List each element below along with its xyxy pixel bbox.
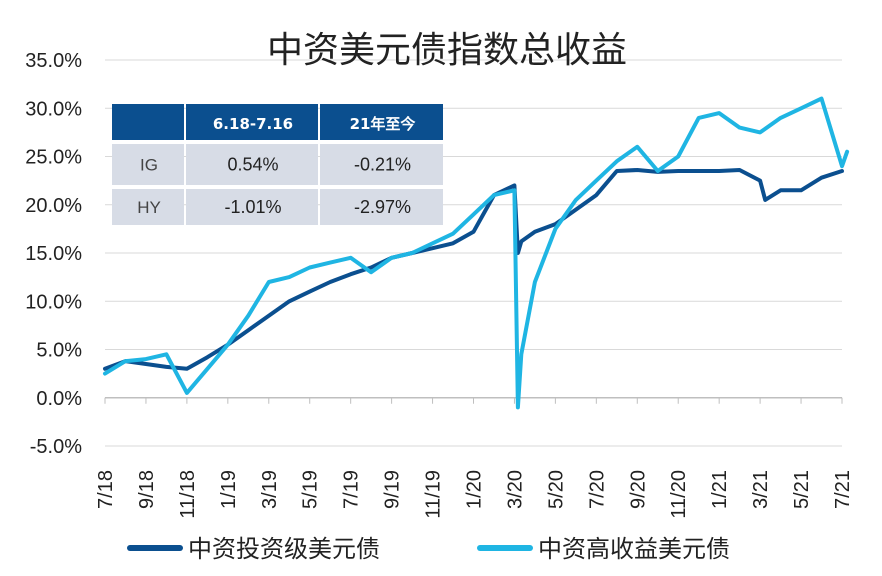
- y-tick-label: 0.0%: [36, 388, 82, 410]
- legend: 中资投资级美元债 中资高收益美元债: [127, 535, 730, 563]
- y-axis-tick-labels: 35.0% 30.0% 25.0% 20.0% 15.0% 10.0% 5.0% 0.0% -5…: [25, 50, 82, 458]
- x-tick-label: 9/18: [136, 470, 158, 509]
- series-line-ig: [103, 168, 844, 371]
- y-tick-label: 5.0%: [36, 340, 82, 362]
- x-tick-label: 5/19: [300, 470, 322, 509]
- table-cell-bg: [112, 189, 184, 225]
- x-tick-label: 1/19: [218, 470, 240, 509]
- x-tick-label: 7/18: [95, 470, 117, 509]
- table-header-label: 6.18-7.16: [213, 115, 293, 133]
- x-tick-label: 5/20: [545, 470, 567, 509]
- legend-label: 中资投资级美元债: [188, 535, 380, 563]
- table-row-label: HY: [137, 198, 161, 217]
- table-cell-bg: [186, 144, 318, 185]
- x-tick-label: 11/19: [423, 470, 445, 519]
- series-line-hy: [103, 96, 850, 410]
- x-tick-label: 7/21: [832, 470, 854, 509]
- table-cell-bg: [320, 189, 443, 225]
- x-tick-label: 11/18: [177, 470, 199, 519]
- y-tick-label: 30.0%: [25, 98, 82, 120]
- legend-label: 中资高收益美元债: [538, 535, 730, 563]
- chart-title: 中资美元债指数总收益: [267, 30, 627, 71]
- y-tick-label: -5.0%: [30, 436, 82, 458]
- x-tick-label: 3/20: [504, 470, 526, 509]
- y-tick-label: 15.0%: [25, 243, 82, 265]
- y-tick-label: 20.0%: [25, 195, 82, 217]
- table-cell-value: 0.54%: [227, 155, 278, 175]
- table-cell-bg: [320, 144, 443, 185]
- x-tick-label: 7/20: [586, 470, 608, 509]
- x-axis: [104, 397, 843, 404]
- table-cell-bg: [186, 189, 318, 225]
- table-header-cell: [186, 104, 318, 140]
- x-axis-tick-labels: 7/18 9/18 11/18 1/19 3/19 5/19 7/19 9/19 11/19 1/…: [95, 470, 854, 519]
- table-cell-value: -0.21%: [354, 155, 411, 175]
- y-tick-label: 25.0%: [25, 147, 82, 169]
- x-tick-label: 5/21: [791, 470, 813, 509]
- x-tick-label: 1/21: [709, 470, 731, 509]
- table-header-cell: [112, 104, 184, 140]
- table-header-cell: [320, 104, 443, 140]
- x-tick-label: 7/19: [341, 470, 363, 509]
- series-lines: [103, 96, 850, 410]
- table-cell-bg: [112, 144, 184, 185]
- table-cell-value: -2.97%: [354, 197, 411, 217]
- table-cell-value: -1.01%: [224, 197, 281, 217]
- x-tick-label: 1/20: [464, 470, 486, 509]
- y-tick-label: 10.0%: [25, 291, 82, 313]
- x-tick-label: 3/19: [259, 470, 281, 509]
- x-tick-label: 9/20: [627, 470, 649, 509]
- x-tick-label: 9/19: [382, 470, 404, 509]
- y-tick-label: 35.0%: [25, 50, 82, 72]
- table-header-label: 21年至今: [350, 115, 416, 133]
- x-tick-label: 11/20: [668, 470, 690, 519]
- summary-table: 6.18-7.16 21年至今 IG 0.54% -0.21% HY -1.01% -2.97…: [112, 104, 443, 225]
- x-tick-label: 3/21: [750, 470, 772, 509]
- table-row-label: IG: [140, 156, 158, 175]
